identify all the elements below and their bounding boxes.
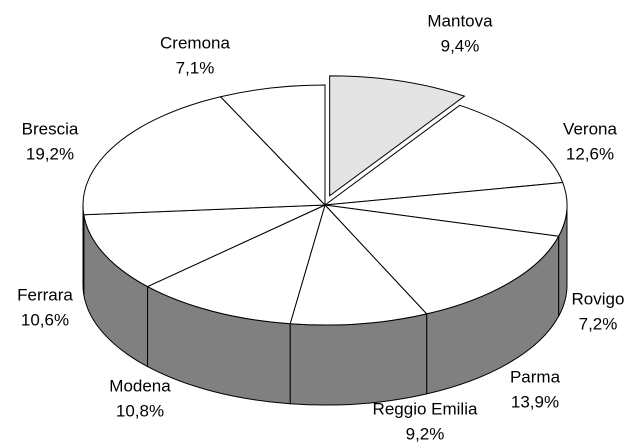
slice-label: Modena	[109, 376, 171, 395]
slice-label: Cremona	[160, 33, 230, 52]
value-label: 7,2%	[579, 314, 618, 333]
slice-label: Mantova	[427, 11, 493, 30]
value-label: 9,2%	[406, 424, 445, 443]
slice-label: Ferrara	[17, 285, 73, 304]
slice-side	[289, 313, 428, 406]
value-label: 7,1%	[176, 58, 215, 77]
slice	[219, 84, 326, 207]
slice	[82, 96, 327, 216]
slice	[323, 104, 564, 206]
value-label: 13,9%	[511, 392, 559, 411]
slice-label: Verona	[563, 119, 617, 138]
slice-label: Rovigo	[572, 289, 625, 308]
slice-label: Reggio Emilia	[373, 399, 478, 418]
slice	[324, 181, 568, 237]
slice-label: Parma	[510, 367, 561, 386]
slice	[289, 204, 428, 326]
value-label: 12,6%	[566, 144, 614, 163]
value-label: 10,6%	[21, 310, 69, 329]
slice	[323, 204, 560, 315]
value-label: 19,2%	[26, 144, 74, 163]
value-label: 10,8%	[116, 401, 164, 420]
value-label: 9,4%	[441, 36, 480, 55]
slice	[146, 204, 326, 325]
slice	[329, 75, 466, 197]
slice-side	[82, 204, 85, 295]
slice-label: Brescia	[22, 119, 79, 138]
slice	[83, 204, 326, 288]
